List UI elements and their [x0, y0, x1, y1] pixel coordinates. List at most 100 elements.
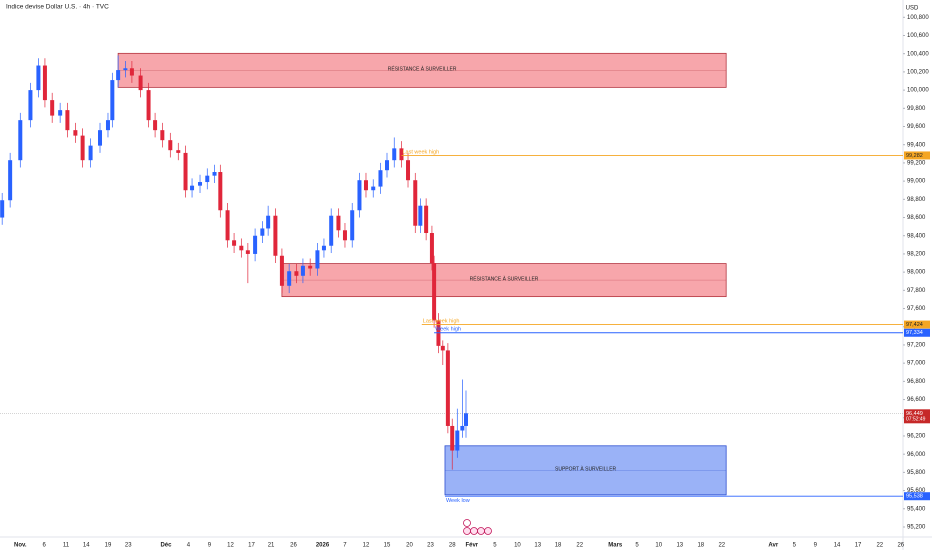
candle-body [455, 430, 460, 451]
y-tick-label: 100,600 [907, 33, 929, 39]
x-tick-label: 23 [125, 543, 132, 549]
countdown-label: 07:52:49 [906, 417, 926, 423]
candle-body [406, 160, 411, 181]
level-label: Last week high [423, 319, 460, 325]
level-label: Week high [435, 327, 461, 333]
candle-body [363, 180, 368, 191]
zone-label: SUPPORT À SURVEILLER [555, 466, 617, 473]
candle-body [321, 245, 326, 251]
y-tick-label: 95,400 [907, 506, 926, 512]
candle-body [18, 120, 23, 161]
candle-body [65, 110, 70, 131]
candle-body [294, 271, 299, 276]
price-tag [904, 328, 930, 337]
x-tick-label: 18 [697, 543, 704, 549]
x-tick-label: 22 [718, 543, 725, 549]
last-price-tag [904, 409, 930, 424]
y-tick-label: 98,200 [907, 252, 926, 258]
candle-body [279, 255, 284, 286]
candle-body [371, 186, 376, 191]
candle-body [36, 65, 41, 91]
y-tick-label: 99,600 [907, 124, 926, 130]
x-tick-label: 5 [493, 543, 497, 549]
candle-body [253, 235, 258, 254]
candle-body [460, 425, 465, 431]
x-tick-label: 2026 [316, 543, 330, 549]
candle-body [146, 90, 151, 121]
candle-body [105, 120, 110, 131]
x-tick-label: 26 [290, 543, 297, 549]
candle-body [385, 160, 389, 171]
candle-body [429, 233, 434, 264]
candle-body [418, 205, 423, 226]
y-tick-label: 100,200 [907, 69, 929, 75]
x-tick-label: 6 [43, 543, 47, 549]
x-tick-label: 13 [534, 543, 541, 549]
price-tag-label: 97,334 [906, 330, 923, 336]
candle-body [50, 100, 55, 116]
candle-body [218, 172, 223, 211]
candle-body [183, 152, 188, 191]
candle-body [413, 180, 418, 226]
candle-body [239, 245, 244, 251]
candle-body [245, 250, 250, 254]
candle-body [463, 413, 468, 426]
x-tick-label: 13 [676, 543, 683, 549]
price-tag-label: 99,282 [906, 153, 923, 159]
last-price-label: 96,449 [906, 411, 923, 417]
candle-body [198, 182, 203, 186]
candle-body [399, 148, 404, 161]
x-tick-label: 5 [793, 543, 797, 549]
x-tick-label: 4 [187, 543, 191, 549]
x-tick-label: 12 [227, 543, 234, 549]
event-icons [463, 519, 492, 535]
x-tick-label: 14 [834, 543, 841, 549]
y-tick-label: 97,600 [907, 306, 926, 312]
candle-body [357, 180, 362, 211]
candle-body [308, 265, 313, 269]
x-tick-label: 9 [814, 543, 818, 549]
chart-title: Indice devise Dollar U.S. · 4h · TVC [6, 4, 109, 11]
x-tick-label: 26 [897, 543, 904, 549]
y-tick-label: 99,000 [907, 179, 926, 185]
candle-body [336, 215, 341, 231]
zone-label: RÉSISTANCE À SURVEILLER [388, 66, 457, 73]
candle-body [450, 425, 455, 451]
x-tick-label: 18 [555, 543, 562, 549]
candle-body [138, 75, 143, 91]
candle-body [123, 68, 128, 71]
x-tick-label: 10 [514, 543, 521, 549]
candle-body [80, 135, 85, 161]
y-tick-label: 97,200 [907, 343, 926, 349]
candle-body [73, 130, 78, 136]
y-tick-label: 96,000 [907, 452, 926, 458]
x-tick-label: Déc [160, 543, 172, 549]
candle-body [287, 271, 292, 286]
candle-body [445, 350, 450, 426]
candle-body [98, 130, 103, 146]
y-tick-label: 98,400 [907, 233, 926, 239]
candle-body [42, 65, 47, 101]
x-tick-label: 14 [83, 543, 90, 549]
y-tick-label: 100,000 [907, 88, 929, 94]
candle-body [160, 130, 165, 141]
currency-label: USD [906, 6, 919, 12]
price-tag [904, 492, 930, 501]
x-tick-label: 28 [449, 543, 456, 549]
y-tick-label: 98,000 [907, 270, 926, 276]
x-tick-label: Avr [768, 543, 778, 549]
y-tick-label: 99,400 [907, 142, 926, 148]
y-tick-label: 98,600 [907, 215, 926, 221]
candle-body [273, 215, 278, 256]
candle-body [58, 110, 63, 116]
x-tick-label: 10 [655, 543, 662, 549]
candle-body [205, 175, 210, 183]
candle-body [168, 140, 173, 151]
y-tick-label: 95,200 [907, 525, 926, 531]
candle-body [342, 230, 347, 241]
candle-body [315, 250, 320, 269]
y-tick-label: 95,600 [907, 488, 926, 494]
x-tick-label: 22 [576, 543, 583, 549]
y-tick-label: 97,000 [907, 361, 926, 367]
